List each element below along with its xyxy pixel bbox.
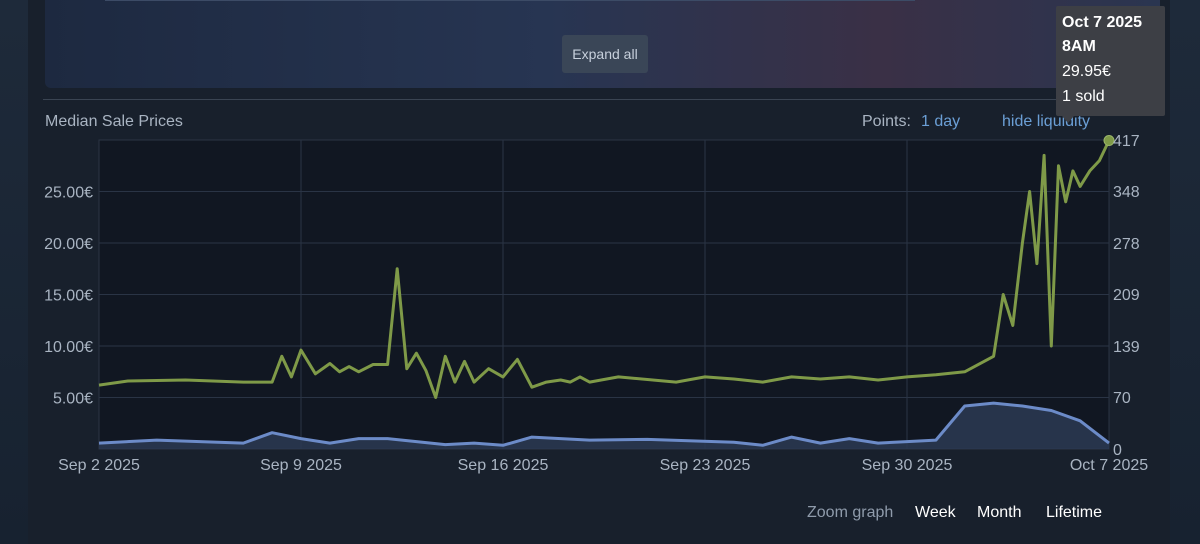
chart-title: Median Sale Prices — [45, 113, 183, 130]
x-tick-label: Sep 2 2025 — [58, 457, 140, 474]
y-tick-label: 10.00€ — [44, 339, 93, 356]
x-tick-label: Sep 23 2025 — [660, 457, 751, 474]
points-label: Points: — [862, 113, 911, 130]
zoom-month-button[interactable]: Month — [977, 504, 1022, 521]
y2-tick-label: 348 — [1113, 184, 1140, 201]
y-tick-label: 25.00€ — [44, 185, 93, 202]
x-tick-label: Sep 30 2025 — [862, 457, 953, 474]
tooltip-price: 29.95€ — [1062, 63, 1111, 80]
zoom-graph-label: Zoom graph — [807, 504, 894, 521]
y2-tick-label: 209 — [1113, 287, 1140, 304]
section-divider — [43, 99, 1161, 100]
x-tick-label: Sep 16 2025 — [458, 457, 549, 474]
tooltip-sold: 1 sold — [1062, 88, 1105, 105]
y2-tick-label: 70 — [1113, 390, 1131, 407]
y-tick-label: 15.00€ — [44, 288, 93, 305]
tooltip-arrow — [1062, 116, 1074, 123]
zoom-week-button[interactable]: Week — [915, 504, 956, 521]
x-tick-label: Oct 7 2025 — [1070, 457, 1148, 474]
y-tick-label: 5.00€ — [53, 391, 93, 408]
expand-all-button[interactable]: Expand all — [562, 35, 648, 73]
x-tick-label: Sep 9 2025 — [260, 457, 342, 474]
y2-tick-label: 278 — [1113, 236, 1140, 253]
points-interval-link[interactable]: 1 day — [921, 113, 961, 130]
y-tick-label: 20.00€ — [44, 236, 93, 253]
volume-area — [99, 403, 1109, 449]
zoom-lifetime-button[interactable]: Lifetime — [1046, 504, 1103, 521]
y2-tick-label: 139 — [1113, 339, 1140, 356]
volume-line — [98, 401, 1110, 447]
price-line — [98, 139, 1111, 399]
tooltip-time: 8AM — [1062, 38, 1096, 55]
highlight-point — [1103, 135, 1115, 147]
y2-tick-label: 417 — [1113, 133, 1140, 150]
chart-tooltip: Oct 7 2025 8AM 29.95€ 1 sold — [1056, 6, 1165, 123]
banner-divider — [105, 0, 915, 1]
tooltip-date: Oct 7 2025 — [1062, 14, 1143, 31]
y2-tick-label: 0 — [1113, 442, 1122, 459]
